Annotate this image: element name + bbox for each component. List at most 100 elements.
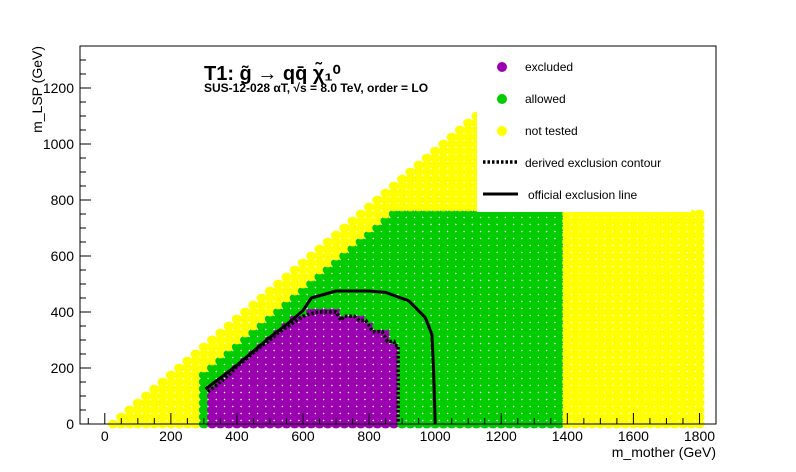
scan-point-excluded: [264, 370, 276, 380]
scan-point-allowed: [545, 230, 556, 240]
scan-point-not-tested: [149, 398, 160, 408]
scan-point-not-tested: [173, 405, 185, 415]
scan-point-not-tested: [595, 237, 606, 247]
scan-point-allowed: [421, 363, 433, 373]
scan-point-allowed: [529, 279, 540, 289]
scan-point-not-tested: [653, 230, 664, 240]
scan-point-excluded: [363, 377, 375, 387]
scan-point-not-tested: [694, 391, 705, 401]
scan-point-allowed: [198, 377, 210, 387]
scan-point-allowed: [512, 377, 523, 387]
scan-point-not-tested: [198, 349, 210, 359]
scan-point-not-tested: [306, 265, 317, 275]
scan-point-allowed: [545, 363, 556, 373]
scan-point-allowed: [471, 237, 482, 247]
x-tick-label: 1400: [552, 428, 583, 444]
scan-point-not-tested: [157, 398, 168, 408]
scan-point-allowed: [463, 356, 474, 366]
scan-point-excluded: [207, 405, 218, 415]
scan-point-not-tested: [653, 412, 664, 422]
scan-point-not-tested: [562, 279, 573, 289]
scan-point-allowed: [273, 307, 284, 317]
scan-point-excluded: [306, 342, 317, 352]
scan-point-not-tested: [636, 230, 647, 240]
scan-point-allowed: [479, 307, 490, 317]
scan-point-not-tested: [603, 384, 614, 394]
scan-point-allowed: [380, 230, 391, 240]
scan-point-excluded: [314, 363, 325, 373]
scan-point-excluded: [339, 335, 350, 345]
scan-point-not-tested: [570, 244, 581, 254]
scan-point-excluded: [380, 363, 391, 373]
scan-point-not-tested: [454, 181, 466, 191]
scan-point-not-tested: [636, 356, 647, 366]
scan-point-excluded: [322, 335, 333, 345]
scan-point-excluded: [339, 412, 350, 422]
scan-point-not-tested: [595, 251, 606, 261]
scan-point-not-tested: [644, 342, 656, 352]
scan-point-allowed: [471, 293, 482, 303]
scan-point-allowed: [405, 230, 416, 240]
scan-point-allowed: [512, 237, 523, 247]
scan-point-excluded: [339, 405, 350, 415]
scan-point-not-tested: [661, 258, 672, 268]
scan-point-excluded: [281, 391, 292, 401]
scan-point-excluded: [273, 391, 284, 401]
scan-point-allowed: [529, 223, 540, 233]
scan-point-allowed: [520, 321, 532, 331]
scan-point-allowed: [454, 328, 466, 338]
scan-point-not-tested: [248, 307, 259, 317]
scan-point-not-tested: [570, 258, 581, 268]
scan-point-not-tested: [562, 272, 573, 282]
scan-point-not-tested: [570, 223, 581, 233]
scan-point-allowed: [504, 370, 515, 380]
scan-point-allowed: [289, 293, 300, 303]
scan-point-excluded: [347, 391, 358, 401]
scan-point-allowed: [421, 286, 433, 296]
scan-point-excluded: [297, 377, 309, 387]
scan-point-allowed: [520, 244, 532, 254]
scan-point-not-tested: [570, 286, 581, 296]
scan-point-not-tested: [438, 188, 449, 198]
scan-point-not-tested: [132, 398, 143, 408]
scan-point-allowed: [397, 398, 408, 408]
scan-point-allowed: [430, 237, 441, 247]
scan-point-not-tested: [372, 216, 383, 226]
scan-point-not-tested: [628, 300, 639, 310]
x-axis: 0 200 400 600 800 1000 1200 1400 1600 1800: [87, 413, 717, 444]
scan-point-excluded: [273, 342, 284, 352]
scan-point-not-tested: [438, 167, 449, 177]
scan-point-allowed: [496, 391, 507, 401]
scan-point-allowed: [487, 321, 499, 331]
scan-point-allowed: [529, 370, 540, 380]
scan-point-not-tested: [628, 370, 639, 380]
scan-point-not-tested: [421, 174, 433, 184]
scan-point-not-tested: [661, 279, 672, 289]
scan-point-allowed: [397, 258, 408, 268]
scan-point-allowed: [537, 258, 548, 268]
scan-point-allowed: [421, 398, 433, 408]
scan-point-not-tested: [421, 188, 433, 198]
scan-point-not-tested: [669, 370, 680, 380]
scan-point-not-tested: [644, 251, 656, 261]
scan-point-allowed: [463, 370, 474, 380]
scan-point-allowed: [446, 405, 457, 415]
scan-point-not-tested: [223, 328, 234, 338]
scan-point-allowed: [487, 223, 499, 233]
scan-point-allowed: [537, 286, 548, 296]
scan-point-not-tested: [644, 335, 656, 345]
scan-point-allowed: [372, 244, 383, 254]
scan-point-allowed: [413, 223, 424, 233]
scan-point-not-tested: [405, 195, 416, 205]
scan-point-not-tested: [653, 356, 664, 366]
scan-point-allowed: [537, 412, 548, 422]
scan-point-excluded: [215, 405, 226, 415]
scan-point-allowed: [553, 405, 565, 415]
legend-marker-allowed: [497, 94, 507, 104]
scan-point-not-tested: [694, 321, 705, 331]
scan-point-not-tested: [413, 188, 424, 198]
scan-point-not-tested: [463, 139, 474, 149]
scan-point-allowed: [512, 300, 523, 310]
scan-point-excluded: [264, 377, 276, 387]
scan-point-allowed: [363, 237, 375, 247]
